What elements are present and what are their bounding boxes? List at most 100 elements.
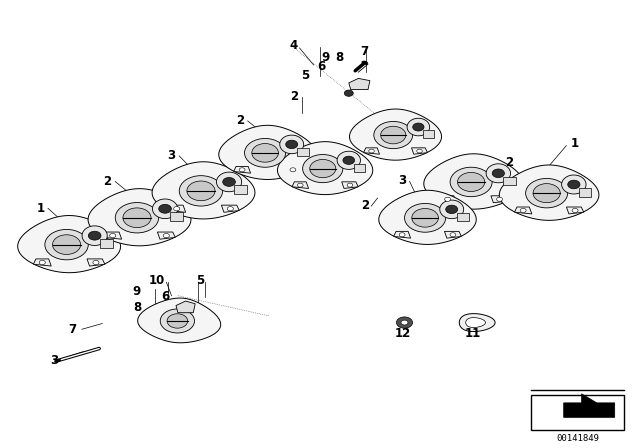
Polygon shape: [486, 164, 511, 183]
Circle shape: [381, 126, 406, 144]
Polygon shape: [379, 190, 476, 245]
Polygon shape: [579, 188, 591, 197]
Polygon shape: [456, 213, 468, 221]
Circle shape: [173, 207, 180, 211]
Circle shape: [458, 172, 484, 191]
Polygon shape: [353, 164, 365, 172]
Circle shape: [412, 208, 438, 227]
Polygon shape: [88, 189, 191, 246]
Polygon shape: [280, 135, 304, 154]
Polygon shape: [284, 166, 301, 173]
Polygon shape: [499, 165, 599, 220]
Polygon shape: [491, 196, 508, 203]
Circle shape: [252, 143, 278, 162]
Circle shape: [160, 309, 195, 333]
Text: 2: 2: [104, 175, 111, 188]
Circle shape: [187, 181, 215, 201]
Circle shape: [52, 235, 81, 254]
Polygon shape: [170, 212, 183, 221]
Ellipse shape: [362, 61, 368, 65]
Polygon shape: [564, 394, 614, 418]
Circle shape: [45, 229, 88, 260]
Polygon shape: [503, 177, 516, 185]
Text: 3: 3: [51, 354, 58, 367]
Text: 2: 2: [361, 198, 369, 212]
Polygon shape: [216, 172, 242, 192]
Circle shape: [520, 208, 526, 212]
Polygon shape: [292, 182, 308, 189]
Text: 3: 3: [398, 173, 406, 187]
Text: 2: 2: [291, 90, 298, 103]
Polygon shape: [152, 199, 178, 219]
Polygon shape: [444, 231, 461, 238]
Text: 5: 5: [196, 273, 204, 287]
Text: 2: 2: [505, 155, 513, 169]
Text: 2: 2: [236, 113, 244, 127]
Circle shape: [303, 155, 343, 183]
Circle shape: [344, 90, 353, 96]
Text: 7: 7: [361, 45, 369, 58]
Polygon shape: [337, 151, 360, 169]
Circle shape: [492, 169, 504, 177]
Text: 8: 8: [134, 301, 141, 314]
Circle shape: [450, 167, 492, 197]
Text: 12: 12: [395, 327, 412, 340]
Polygon shape: [466, 318, 485, 327]
Polygon shape: [440, 200, 464, 219]
Text: 4: 4: [289, 39, 297, 52]
Polygon shape: [349, 109, 442, 160]
Circle shape: [227, 207, 234, 211]
Circle shape: [568, 180, 580, 189]
Text: 9: 9: [132, 284, 140, 298]
Circle shape: [497, 197, 502, 201]
Circle shape: [445, 197, 451, 201]
Text: 3: 3: [168, 149, 175, 163]
Circle shape: [413, 123, 424, 131]
Circle shape: [343, 156, 355, 164]
Polygon shape: [364, 148, 380, 154]
Polygon shape: [460, 314, 495, 332]
Text: 00141849: 00141849: [556, 434, 599, 443]
Text: 6: 6: [317, 60, 325, 73]
Polygon shape: [424, 154, 524, 209]
Text: 5: 5: [301, 69, 309, 82]
Circle shape: [167, 314, 188, 328]
Circle shape: [396, 317, 413, 328]
Circle shape: [401, 320, 408, 325]
Circle shape: [123, 208, 151, 228]
Polygon shape: [234, 185, 247, 194]
Circle shape: [310, 159, 336, 178]
Circle shape: [163, 233, 170, 238]
Circle shape: [290, 168, 296, 172]
Polygon shape: [234, 166, 251, 173]
Text: 10: 10: [148, 273, 165, 287]
Circle shape: [347, 183, 353, 187]
Polygon shape: [100, 239, 113, 248]
Circle shape: [417, 149, 422, 153]
Text: 9: 9: [321, 51, 329, 64]
Text: 8: 8: [335, 51, 343, 64]
Circle shape: [374, 121, 413, 149]
Polygon shape: [439, 196, 456, 203]
Polygon shape: [566, 207, 584, 214]
Circle shape: [450, 233, 456, 237]
Polygon shape: [423, 130, 435, 138]
Circle shape: [445, 205, 458, 214]
Ellipse shape: [54, 359, 61, 362]
Polygon shape: [176, 301, 195, 313]
Polygon shape: [152, 162, 255, 219]
Polygon shape: [342, 182, 358, 189]
Polygon shape: [515, 207, 532, 214]
Circle shape: [369, 149, 374, 153]
Circle shape: [525, 178, 568, 208]
Circle shape: [39, 260, 45, 265]
Circle shape: [298, 183, 303, 187]
Polygon shape: [278, 142, 373, 194]
Circle shape: [223, 177, 236, 186]
Text: 1: 1: [571, 137, 579, 150]
Polygon shape: [168, 205, 186, 212]
Circle shape: [93, 260, 99, 265]
Circle shape: [239, 168, 245, 172]
Polygon shape: [87, 259, 105, 266]
Circle shape: [109, 233, 116, 238]
